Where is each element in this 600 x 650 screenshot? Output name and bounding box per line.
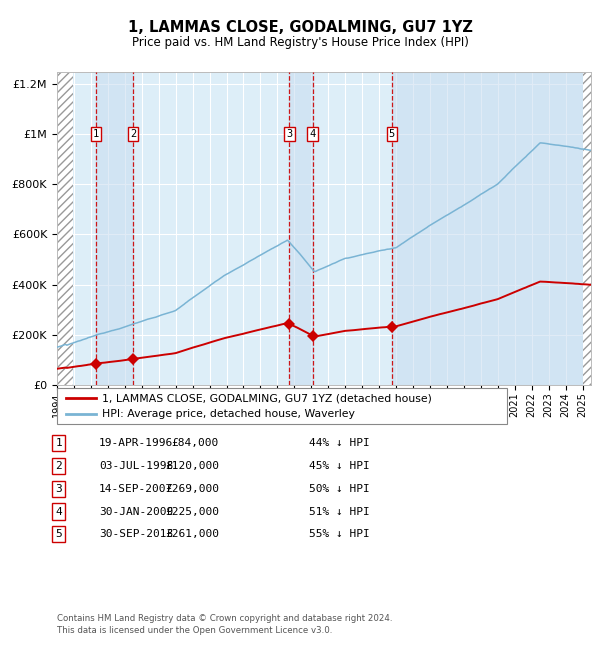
Text: This data is licensed under the Open Government Licence v3.0.: This data is licensed under the Open Gov…: [57, 626, 332, 635]
Bar: [96, 72, 133, 385]
Text: 03-JUL-1998: 03-JUL-1998: [99, 461, 173, 471]
Text: 2: 2: [130, 129, 136, 139]
Bar: [289, 72, 313, 385]
Text: 51% ↓ HPI: 51% ↓ HPI: [309, 506, 370, 517]
Text: 4: 4: [55, 506, 62, 517]
Text: 4: 4: [310, 129, 316, 139]
Text: 44% ↓ HPI: 44% ↓ HPI: [309, 438, 370, 448]
Text: Contains HM Land Registry data © Crown copyright and database right 2024.: Contains HM Land Registry data © Crown c…: [57, 614, 392, 623]
Text: £84,000: £84,000: [172, 438, 219, 448]
Text: HPI: Average price, detached house, Waverley: HPI: Average price, detached house, Wave…: [102, 409, 355, 419]
Text: 1, LAMMAS CLOSE, GODALMING, GU7 1YZ: 1, LAMMAS CLOSE, GODALMING, GU7 1YZ: [128, 20, 472, 35]
Text: 3: 3: [286, 129, 293, 139]
Text: 1: 1: [92, 129, 99, 139]
Text: 45% ↓ HPI: 45% ↓ HPI: [309, 461, 370, 471]
Text: 30-SEP-2013: 30-SEP-2013: [99, 529, 173, 539]
Text: 1, LAMMAS CLOSE, GODALMING, GU7 1YZ (detached house): 1, LAMMAS CLOSE, GODALMING, GU7 1YZ (det…: [102, 393, 432, 403]
Text: 1: 1: [55, 438, 62, 448]
Text: 14-SEP-2007: 14-SEP-2007: [99, 484, 173, 494]
Text: 2: 2: [55, 461, 62, 471]
Text: 5: 5: [389, 129, 395, 139]
Text: 5: 5: [55, 529, 62, 539]
Text: 3: 3: [55, 484, 62, 494]
Text: 55% ↓ HPI: 55% ↓ HPI: [309, 529, 370, 539]
Text: 50% ↓ HPI: 50% ↓ HPI: [309, 484, 370, 494]
Text: £225,000: £225,000: [165, 506, 219, 517]
Bar: [57, 72, 73, 385]
Bar: [392, 72, 583, 385]
Text: 19-APR-1996: 19-APR-1996: [99, 438, 173, 448]
Text: Price paid vs. HM Land Registry's House Price Index (HPI): Price paid vs. HM Land Registry's House …: [131, 36, 469, 49]
Text: 30-JAN-2009: 30-JAN-2009: [99, 506, 173, 517]
Bar: [583, 72, 592, 385]
Text: £269,000: £269,000: [165, 484, 219, 494]
Text: £261,000: £261,000: [165, 529, 219, 539]
Text: £120,000: £120,000: [165, 461, 219, 471]
